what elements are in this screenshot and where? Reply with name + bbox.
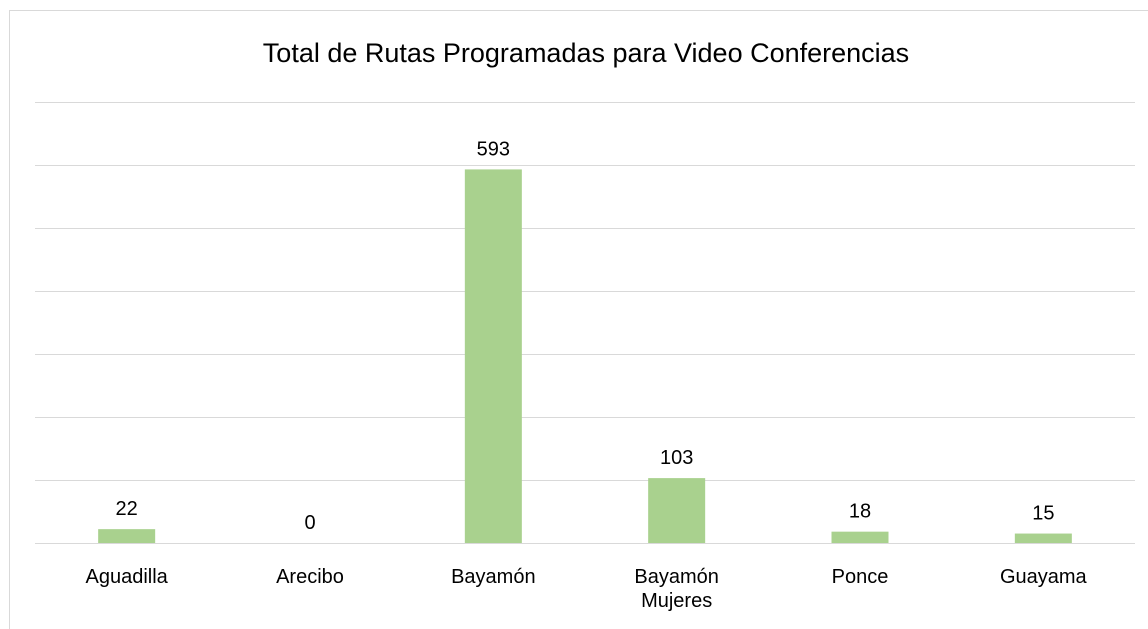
data-label: 18 <box>849 501 871 523</box>
bar <box>464 169 522 543</box>
bar <box>648 478 706 543</box>
bar <box>831 531 889 543</box>
x-tick-label: Arecibo <box>276 566 344 588</box>
data-label: 103 <box>660 447 693 469</box>
x-tick-label: Aguadilla <box>85 566 168 588</box>
data-label: 22 <box>116 498 138 520</box>
bar <box>1014 533 1072 543</box>
data-label: 15 <box>1032 503 1054 525</box>
x-tick-label: Bayamón Mujeres <box>634 566 719 612</box>
x-tick-label: Guayama <box>999 566 1087 588</box>
x-tick-label: Bayamón <box>451 566 536 588</box>
x-tick-label: Ponce <box>831 566 889 588</box>
chart-title: Total de Rutas Programadas para Video Co… <box>263 38 909 68</box>
data-label: 593 <box>477 138 510 160</box>
data-label: 0 <box>304 512 315 534</box>
bar <box>98 529 156 543</box>
